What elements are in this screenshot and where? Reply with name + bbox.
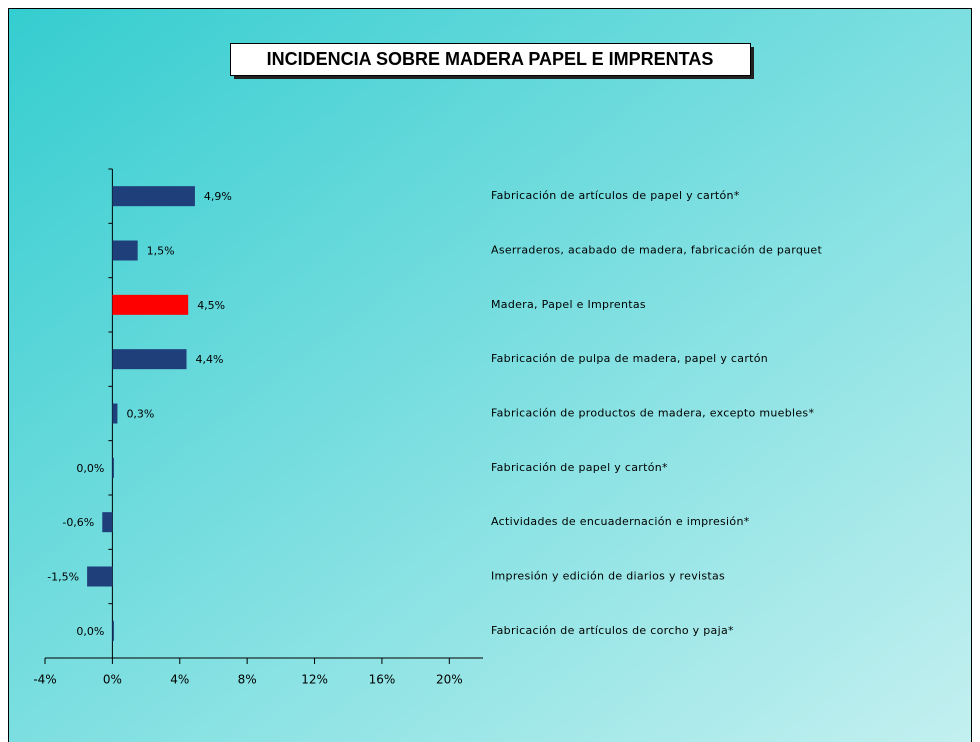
value-label: -0,6%	[62, 516, 94, 529]
category-label: Fabricación de pulpa de madera, papel y …	[491, 352, 768, 365]
x-tick-label: 20%	[436, 673, 463, 687]
category-label: Aserraderos, acabado de madera, fabricac…	[491, 244, 822, 257]
bar	[112, 240, 138, 261]
x-tick-label: 4%	[170, 673, 189, 687]
x-tick-label: 16%	[369, 673, 396, 687]
x-tick-label: 8%	[238, 673, 257, 687]
bar	[112, 457, 114, 478]
category-label: Impresión y edición de diarios y revista…	[491, 570, 725, 583]
title-box	[230, 43, 751, 76]
bar	[87, 566, 113, 587]
category-label: Fabricación de papel y cartón*	[491, 461, 668, 474]
category-label: Fabricación de artículos de corcho y paj…	[491, 624, 734, 637]
category-label: Fabricación de artículos de papel y cart…	[491, 189, 740, 202]
x-tick-label: -4%	[33, 673, 56, 687]
category-label: Actividades de encuadernación e impresió…	[491, 515, 750, 528]
category-label: Madera, Papel e Imprentas	[491, 298, 646, 311]
value-label: 4,5%	[197, 299, 225, 312]
bar	[112, 294, 189, 315]
value-label: -1,5%	[47, 571, 79, 584]
x-tick-label: 0%	[103, 673, 122, 687]
bar	[112, 349, 187, 370]
value-label: 4,4%	[196, 353, 224, 366]
bar	[102, 512, 113, 533]
x-tick-label: 12%	[301, 673, 328, 687]
bar	[112, 186, 195, 207]
value-label: 1,5%	[147, 245, 175, 258]
background	[8, 8, 972, 742]
chart-title: INCIDENCIA SOBRE MADERA PAPEL E IMPRENTA…	[267, 49, 714, 69]
bar	[112, 620, 114, 641]
bar	[112, 403, 118, 424]
value-label: 4,9%	[204, 190, 232, 203]
value-label: 0,3%	[126, 408, 154, 421]
value-label: 0,0%	[76, 462, 104, 475]
category-label: Fabricación de productos de madera, exce…	[491, 407, 814, 420]
value-label: 0,0%	[76, 625, 104, 638]
